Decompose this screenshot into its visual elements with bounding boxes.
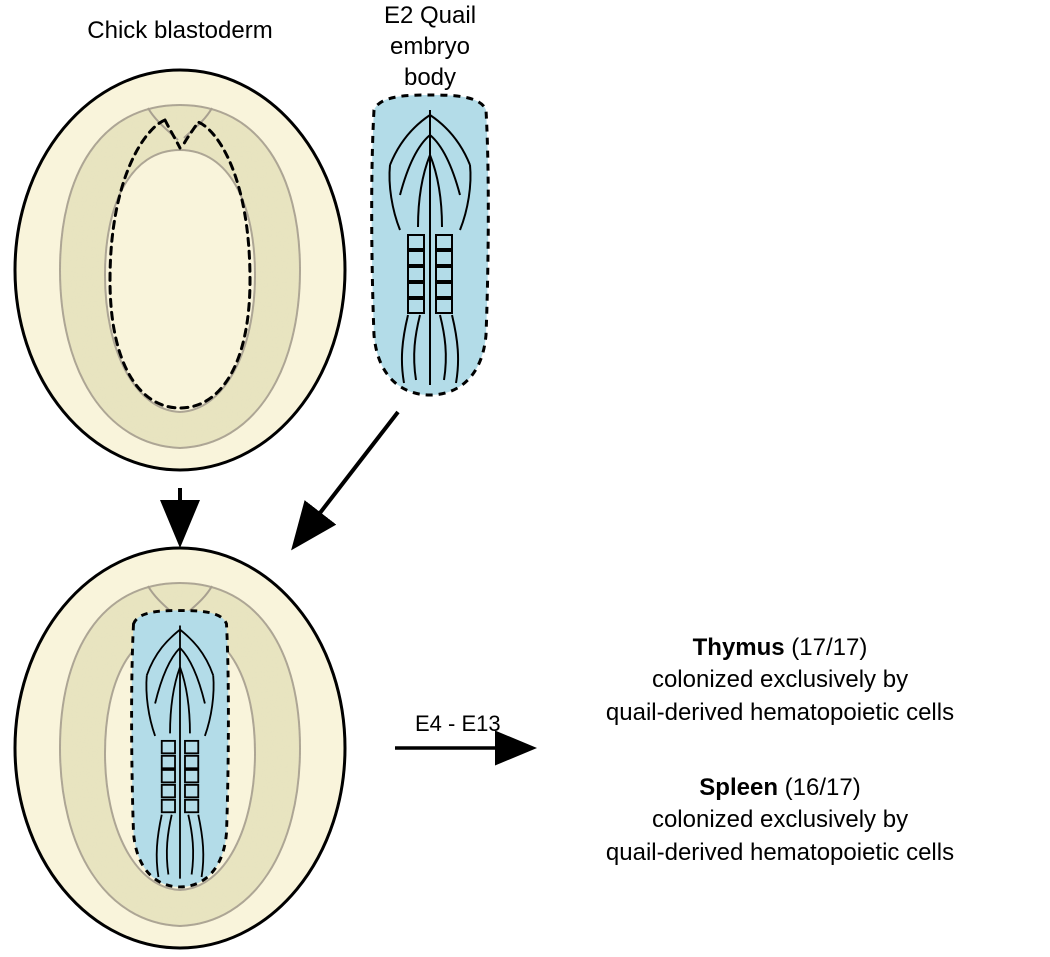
chimera-blastoderm [15,548,345,948]
chick-blastoderm-1 [15,70,345,470]
diagram-svg [0,0,1050,957]
quail-embryo-body [372,95,489,395]
arrow-quail-down [296,412,398,544]
